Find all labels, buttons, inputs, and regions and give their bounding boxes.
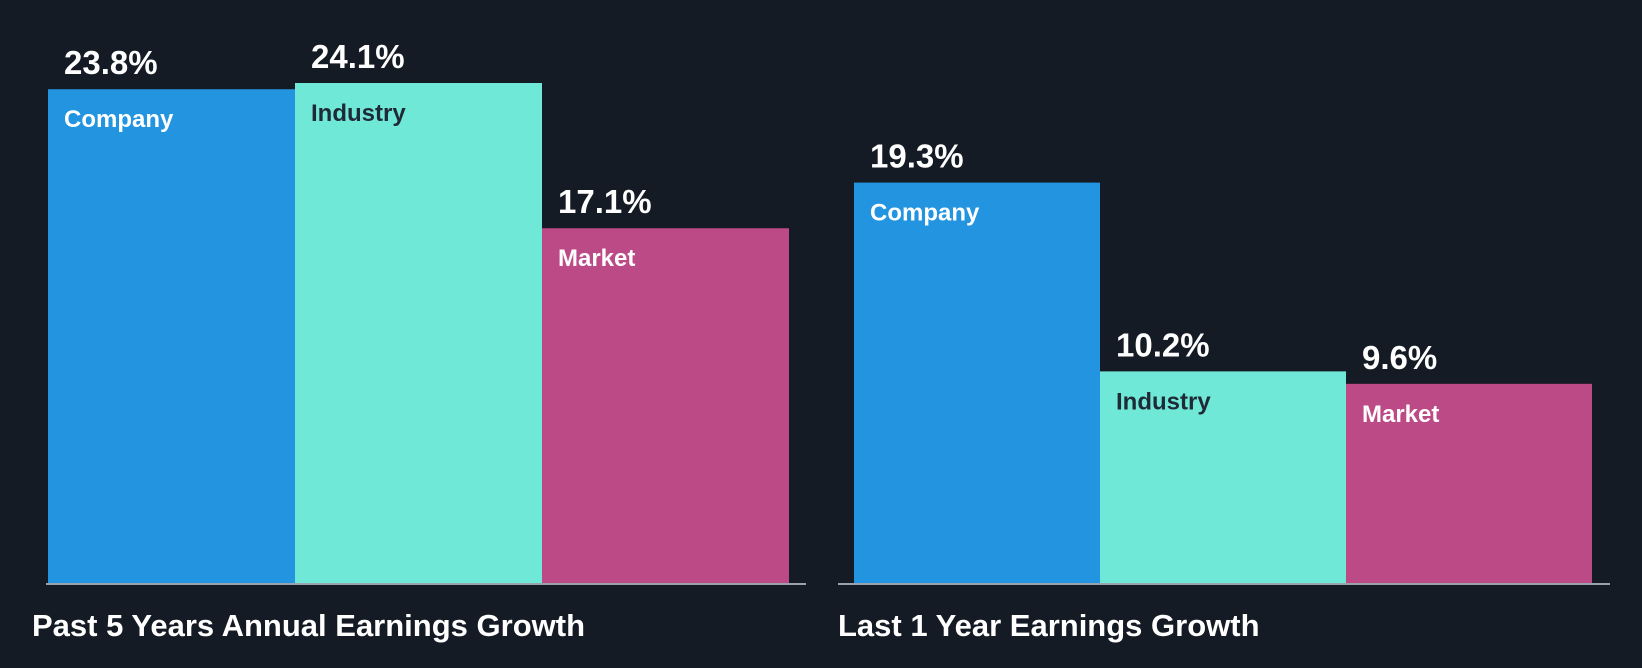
past-5-years-title: Past 5 Years Annual Earnings Growth xyxy=(32,608,585,643)
last-1-year-title: Last 1 Year Earnings Growth xyxy=(838,608,1260,643)
last-1-year-category-label-company: Company xyxy=(870,200,980,227)
past-5-years-value-label-industry: 24.1% xyxy=(311,38,405,75)
past-5-years-bar-industry xyxy=(295,83,542,583)
last-1-year-bar-market xyxy=(1346,383,1592,583)
last-1-year-bars: 19.3% Company 10.2% Industry 9.6% Market xyxy=(854,138,1592,583)
past-5-years-panel: 23.8% Company 24.1% Industry 17.1% Market Pas… xyxy=(32,38,806,643)
past-5-years-category-label-company: Company xyxy=(64,106,174,133)
last-1-year-category-label-market: Market xyxy=(1362,401,1439,428)
last-1-year-value-label-market: 9.6% xyxy=(1362,339,1437,376)
past-5-years-bar-market xyxy=(542,228,789,583)
past-5-years-value-label-market: 17.1% xyxy=(558,183,652,220)
last-1-year-bar-company xyxy=(854,182,1100,583)
past-5-years-bar-company xyxy=(48,89,295,584)
past-5-years-category-label-market: Market xyxy=(558,245,635,272)
last-1-year-bar-industry xyxy=(1100,371,1346,583)
last-1-year-value-label-industry: 10.2% xyxy=(1116,326,1210,363)
last-1-year-panel: 19.3% Company 10.2% Industry 9.6% Market Last… xyxy=(838,138,1610,643)
past-5-years-bars: 23.8% Company 24.1% Industry 17.1% Market xyxy=(48,38,789,584)
last-1-year-value-label-company: 19.3% xyxy=(870,138,964,175)
past-5-years-value-label-company: 23.8% xyxy=(64,44,158,81)
past-5-years-category-label-industry: Industry xyxy=(311,100,406,127)
last-1-year-category-label-industry: Industry xyxy=(1116,388,1211,415)
